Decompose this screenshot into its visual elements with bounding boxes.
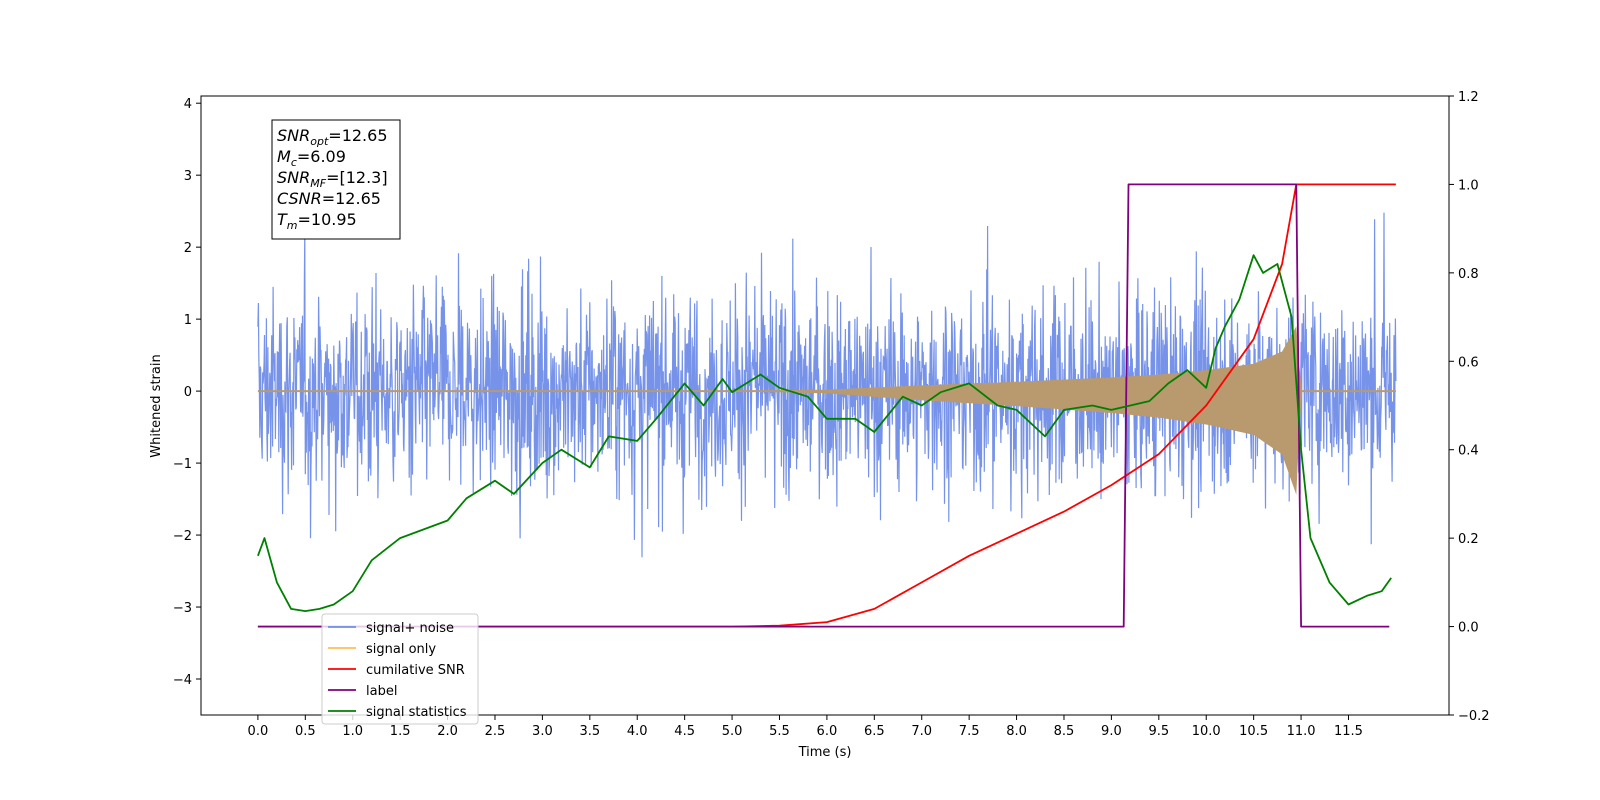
legend-label: signal only	[366, 642, 436, 657]
x-tick-label: 1.0	[342, 724, 363, 739]
annotation-subscript: MF	[310, 177, 326, 190]
x-tick-label: 5.5	[769, 724, 790, 739]
annotation-value: =12.65	[322, 189, 381, 208]
x-tick-label: 9.5	[1148, 724, 1169, 739]
legend-label: signal+ noise	[366, 621, 454, 636]
annotation-value: =[12.3]	[326, 168, 388, 187]
annotation-symbol: SNR	[277, 168, 310, 187]
y-right-tick-label: 0.0	[1458, 621, 1479, 636]
x-tick-label: 2.5	[485, 724, 506, 739]
annotation-value: =12.65	[328, 126, 387, 145]
x-tick-label: 11.5	[1334, 724, 1363, 739]
x-tick-label: 4.5	[674, 724, 695, 739]
y-right-tick-label: 0.2	[1458, 532, 1479, 547]
legend-label: signal statistics	[366, 705, 467, 720]
x-tick-label: 7.0	[911, 724, 932, 739]
y-left-tick-label: −2	[173, 529, 192, 544]
y-left-tick-label: 0	[184, 385, 192, 400]
legend-label: label	[366, 684, 397, 699]
annotation-line: CSNR=12.65	[277, 189, 381, 208]
x-tick-label: 3.0	[532, 724, 553, 739]
legend-label: cumilative SNR	[366, 663, 465, 678]
x-tick-label: 10.0	[1192, 724, 1221, 739]
x-tick-label: 4.0	[627, 724, 648, 739]
x-tick-label: 6.5	[864, 724, 885, 739]
annotation-subscript: m	[287, 219, 298, 232]
annotation-symbol: M	[277, 147, 291, 166]
annotation-symbol: SNR	[277, 126, 310, 145]
x-tick-label: 6.0	[817, 724, 838, 739]
x-tick-label: 11.0	[1287, 724, 1316, 739]
x-tick-label: 7.5	[959, 724, 980, 739]
annotation-line: SNRMF=[12.3]	[277, 168, 388, 190]
y-left-tick-label: 3	[184, 169, 192, 184]
x-tick-label: 0.0	[248, 724, 269, 739]
y-right-tick-label: 0.8	[1458, 267, 1479, 282]
y-left-tick-label: 1	[184, 313, 192, 328]
annotation-line: Tm=10.95	[277, 210, 357, 232]
annotation-line: Mc=6.09	[277, 147, 346, 169]
x-tick-label: 9.0	[1101, 724, 1122, 739]
x-tick-label: 2.0	[437, 724, 458, 739]
y-left-tick-label: 4	[184, 97, 192, 112]
legend-frame	[321, 613, 479, 725]
annotation-symbol: CSNR	[277, 189, 322, 208]
x-axis-label: Time (s)	[798, 745, 852, 760]
plot-frame	[200, 95, 1450, 716]
annotation-line: SNRopt=12.65	[277, 126, 388, 148]
annotation-value: =6.09	[297, 147, 346, 166]
annotation-subscript: c	[291, 156, 297, 169]
series-label	[257, 183, 1390, 628]
annotation-frame	[271, 119, 401, 240]
x-tick-label: 3.5	[579, 724, 600, 739]
y-right-tick-label: −0.2	[1458, 709, 1490, 724]
annotation-symbol: T	[277, 210, 288, 229]
y-left-tick-label: −3	[173, 601, 192, 616]
series-signal-statistics	[257, 254, 1392, 612]
x-tick-label: 8.0	[1006, 724, 1027, 739]
x-tick-label: 10.5	[1239, 724, 1268, 739]
x-tick-label: 5.0	[722, 724, 743, 739]
y-right-tick-label: 1.0	[1458, 178, 1479, 193]
annotation-box: SNRopt=12.65Mc=6.09SNRMF=[12.3]CSNR=12.6…	[271, 119, 401, 240]
x-tick-label: 1.5	[390, 724, 411, 739]
series-cumulative-snr	[257, 183, 1396, 628]
x-tick-label: 0.5	[295, 724, 316, 739]
x-tick-label: 8.5	[1054, 724, 1075, 739]
y-left-tick-label: 2	[184, 241, 192, 256]
y-right-tick-label: 0.4	[1458, 444, 1479, 459]
annotation-value: =10.95	[298, 210, 357, 229]
y-left-tick-label: −4	[173, 673, 192, 688]
annotation-subscript: opt	[310, 135, 329, 148]
y-axis-label: Whitened strain	[149, 354, 164, 457]
y-right-tick-label: 0.6	[1458, 355, 1479, 370]
legend: signal+ noise signal only cumilative SNR la…	[321, 613, 479, 725]
y-right-tick-label: 1.2	[1458, 90, 1479, 105]
y-left-tick-label: −1	[173, 457, 192, 472]
series-signal-only	[257, 326, 1396, 495]
